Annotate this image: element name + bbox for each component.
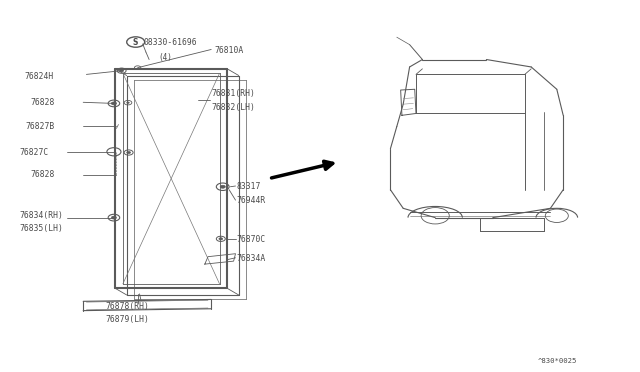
Circle shape <box>219 238 223 240</box>
Text: 76828: 76828 <box>31 98 55 107</box>
Circle shape <box>220 185 225 188</box>
Circle shape <box>127 102 129 103</box>
Text: 83317: 83317 <box>237 182 261 190</box>
Text: 76824H: 76824H <box>24 72 54 81</box>
Circle shape <box>127 151 131 154</box>
Text: 08330-61696: 08330-61696 <box>144 38 198 47</box>
Text: (4): (4) <box>159 53 173 62</box>
Text: ^830*0025: ^830*0025 <box>538 358 577 364</box>
Text: 76834A: 76834A <box>237 254 266 263</box>
Text: 76810A: 76810A <box>214 46 244 55</box>
Circle shape <box>111 102 116 105</box>
Text: 76827B: 76827B <box>26 122 55 131</box>
Text: 76827C: 76827C <box>19 148 49 157</box>
Text: 76834(RH): 76834(RH) <box>19 211 63 220</box>
Text: S: S <box>133 38 138 46</box>
Text: 76835(LH): 76835(LH) <box>19 224 63 233</box>
Text: 76831(RH): 76831(RH) <box>211 89 255 97</box>
Text: 76944R: 76944R <box>237 196 266 205</box>
Text: 76870C: 76870C <box>237 235 266 244</box>
Circle shape <box>120 70 124 72</box>
Circle shape <box>111 216 116 219</box>
Text: 76878(RH): 76878(RH) <box>106 302 150 311</box>
Text: 76879(LH): 76879(LH) <box>106 315 150 324</box>
Text: 76828: 76828 <box>31 170 55 179</box>
Text: 76832(LH): 76832(LH) <box>211 103 255 112</box>
